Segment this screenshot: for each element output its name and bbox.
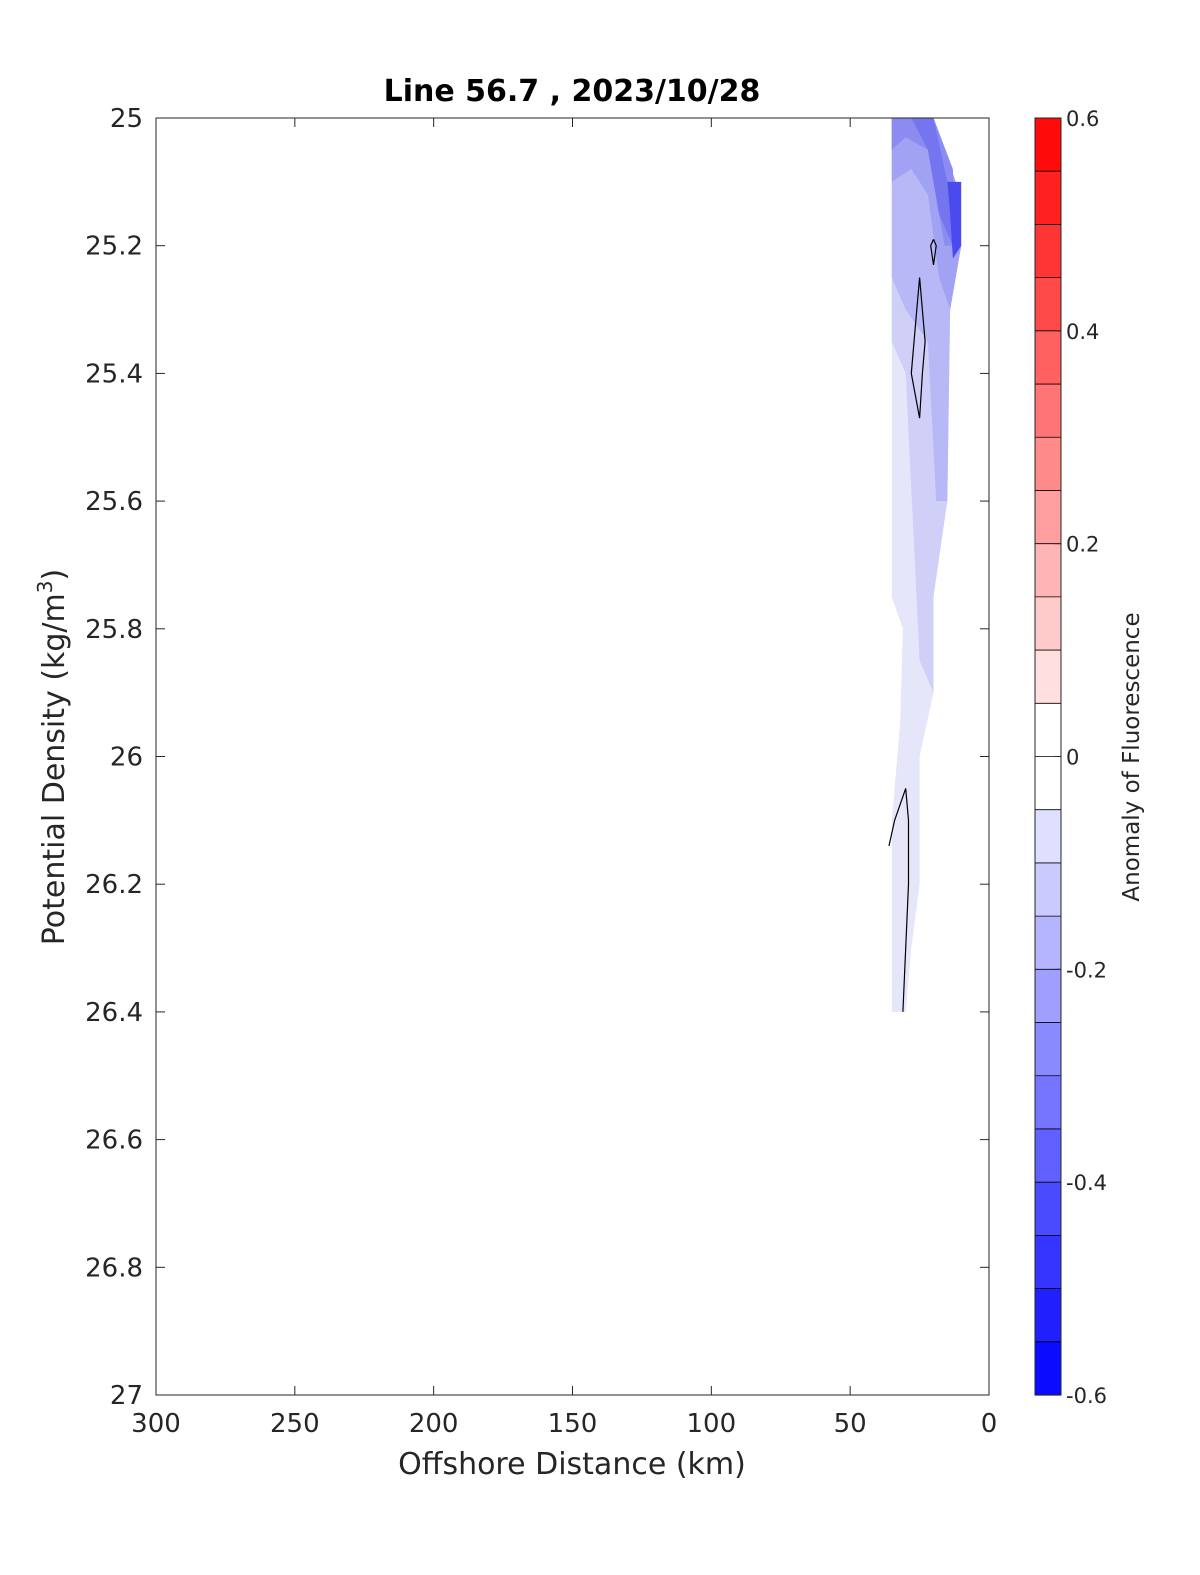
chart-title: Line 56.7 , 2023/10/28: [384, 74, 761, 109]
x-tick-label: 150: [548, 1409, 598, 1439]
colorbar-segment: [1035, 437, 1061, 492]
y-axis-title-sup: 3: [33, 580, 57, 593]
colorbar-segment: [1035, 277, 1061, 332]
colorbar: [1035, 118, 1061, 1396]
colorbar-segment: [1035, 224, 1061, 279]
colorbar-segment: [1035, 330, 1061, 385]
x-tick-label: 200: [409, 1409, 459, 1439]
colorbar-tick-label: -0.6: [1066, 1384, 1107, 1408]
colorbar-segment: [1035, 543, 1061, 598]
colorbar-segment: [1035, 969, 1061, 1024]
colorbar-segment: [1035, 809, 1061, 864]
colorbar-segment: [1035, 1341, 1061, 1396]
colorbar-segment: [1035, 703, 1061, 758]
x-tick-label: 250: [270, 1409, 320, 1439]
colorbar-tick-label: 0.6: [1066, 107, 1099, 131]
x-tick-label: 50: [834, 1409, 867, 1439]
y-axis-title-close: ): [37, 569, 72, 581]
colorbar-segment: [1035, 596, 1061, 651]
colorbar-segment: [1035, 756, 1061, 811]
x-tick-label: 0: [981, 1409, 998, 1439]
colorbar-segment: [1035, 384, 1061, 438]
colorbar-segment: [1035, 490, 1061, 545]
colorbar-segment: [1035, 1182, 1061, 1236]
y-tick-label: 25.4: [85, 359, 143, 389]
x-ticks: 300 250 200 150 100 50 0: [131, 118, 997, 1439]
contour-line-2: [888, 788, 910, 1012]
colorbar-ticks: 0.6 0.4 0.2 0 -0.2 -0.4 -0.6: [1055, 107, 1107, 1408]
y-axis-title-main: Potential Density (kg/m: [37, 593, 72, 945]
colorbar-segment: [1035, 862, 1061, 917]
x-tick-label: 300: [131, 1409, 181, 1439]
colorbar-segment: [1035, 650, 1061, 704]
contour-line-1: [910, 277, 926, 419]
y-tick-label: 26: [110, 743, 143, 773]
contour-fill-6: [947, 181, 962, 259]
y-tick-label: 25: [110, 104, 143, 134]
x-tick-label: 100: [687, 1409, 737, 1439]
plot-area: [156, 118, 989, 1395]
y-axis-title: Potential Density (kg/m3): [33, 569, 72, 945]
colorbar-segment: [1035, 1128, 1061, 1183]
y-tick-label: 25.8: [85, 615, 143, 645]
colorbar-tick-label: 0.4: [1066, 320, 1099, 344]
x-axis-title: Offshore Distance (km): [398, 1447, 746, 1482]
y-tick-label: 27: [110, 1381, 143, 1411]
y-tick-label: 25.2: [85, 232, 143, 262]
contour-line-0: [930, 239, 937, 265]
colorbar-title: Anomaly of Fluorescence: [1119, 612, 1145, 901]
y-tick-label: 26.8: [85, 1253, 143, 1283]
colorbar-segment: [1035, 1075, 1061, 1130]
contour-lines: [888, 239, 937, 1012]
colorbar-segment: [1035, 1235, 1061, 1290]
colorbar-segment: [1035, 1288, 1061, 1343]
y-tick-label: 26.4: [85, 998, 143, 1028]
y-tick-label: 25.6: [85, 487, 143, 517]
colorbar-segment: [1035, 1022, 1061, 1077]
filled-contours: [891, 118, 962, 1012]
colorbar-segment: [1035, 118, 1061, 172]
colorbar-segment: [1035, 171, 1061, 226]
colorbar-tick-label: 0.2: [1066, 533, 1099, 557]
colorbar-segment: [1035, 916, 1061, 970]
y-tick-label: 26.2: [85, 870, 143, 900]
colorbar-tick-label: -0.2: [1066, 958, 1107, 982]
y-ticks: 25 25.2 25.4 25.6 25.8 26 26.2 26.4 26.6 26.8 27: [85, 104, 989, 1411]
contour-fill-5: [894, 118, 953, 246]
colorbar-tick-label: 0: [1066, 746, 1079, 770]
colorbar-tick-label: -0.4: [1066, 1171, 1107, 1195]
y-tick-label: 26.6: [85, 1126, 143, 1156]
